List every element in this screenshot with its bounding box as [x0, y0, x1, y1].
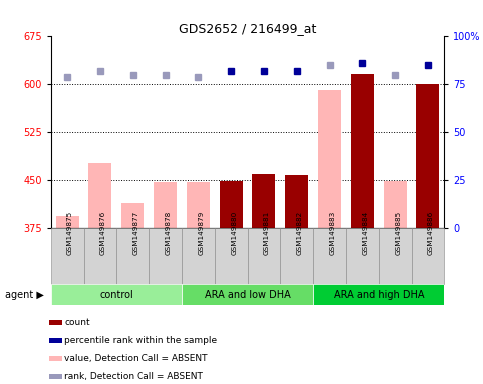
Text: GSM149885: GSM149885: [395, 211, 401, 255]
Bar: [49, 338, 62, 343]
Bar: [154, 182, 177, 228]
Bar: [351, 74, 374, 228]
Bar: [84, 228, 116, 284]
Text: GSM149886: GSM149886: [428, 211, 434, 255]
Bar: [346, 228, 379, 284]
Text: GSM149879: GSM149879: [199, 211, 204, 255]
Bar: [313, 228, 346, 284]
Text: ARA and high DHA: ARA and high DHA: [333, 290, 424, 300]
Bar: [121, 203, 144, 228]
Text: GSM149876: GSM149876: [100, 211, 106, 255]
Text: percentile rank within the sample: percentile rank within the sample: [64, 336, 217, 345]
Bar: [384, 181, 407, 228]
Bar: [215, 228, 248, 284]
Bar: [51, 228, 84, 284]
Bar: [220, 181, 242, 228]
Text: count: count: [64, 318, 90, 327]
Text: GSM149884: GSM149884: [362, 211, 369, 255]
Bar: [51, 284, 182, 305]
Bar: [248, 228, 280, 284]
Bar: [56, 216, 79, 228]
Bar: [149, 228, 182, 284]
Text: GSM149880: GSM149880: [231, 211, 237, 255]
Text: GSM149883: GSM149883: [329, 211, 336, 255]
Bar: [412, 228, 444, 284]
Text: GSM149881: GSM149881: [264, 211, 270, 255]
Bar: [285, 175, 308, 228]
Title: GDS2652 / 216499_at: GDS2652 / 216499_at: [179, 22, 316, 35]
Bar: [49, 356, 62, 361]
Bar: [182, 228, 215, 284]
Text: ARA and low DHA: ARA and low DHA: [205, 290, 290, 300]
Text: control: control: [99, 290, 133, 300]
Bar: [49, 320, 62, 325]
Bar: [116, 228, 149, 284]
Bar: [379, 228, 412, 284]
Text: GSM149878: GSM149878: [166, 211, 171, 255]
Text: GSM149875: GSM149875: [67, 211, 73, 255]
Text: GSM149882: GSM149882: [297, 211, 303, 255]
Bar: [280, 228, 313, 284]
Text: GSM149877: GSM149877: [133, 211, 139, 255]
Bar: [88, 162, 112, 228]
Bar: [416, 84, 440, 228]
Bar: [49, 374, 62, 379]
Bar: [187, 182, 210, 228]
Bar: [182, 284, 313, 305]
Text: agent ▶: agent ▶: [5, 290, 43, 300]
Bar: [253, 174, 275, 228]
Text: value, Detection Call = ABSENT: value, Detection Call = ABSENT: [64, 354, 208, 363]
Text: rank, Detection Call = ABSENT: rank, Detection Call = ABSENT: [64, 372, 203, 381]
Bar: [318, 90, 341, 228]
Bar: [313, 284, 444, 305]
